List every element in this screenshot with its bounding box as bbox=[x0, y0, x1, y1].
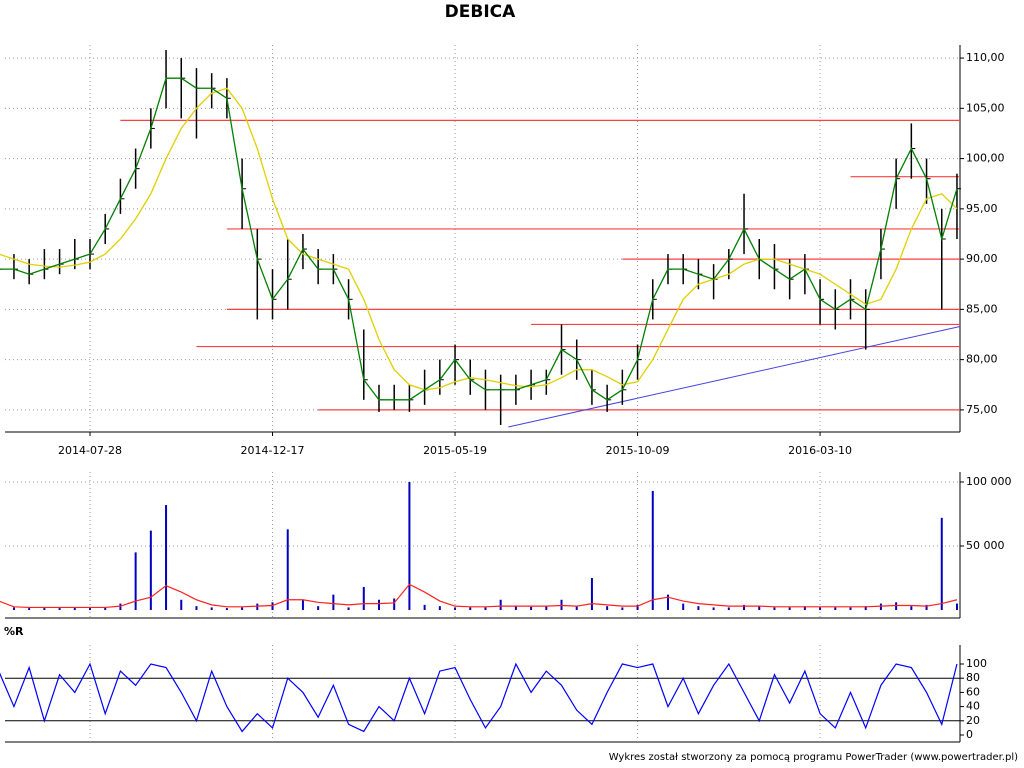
y-tick-label: 20 bbox=[966, 714, 980, 727]
volume-bar bbox=[180, 599, 183, 610]
volume-bar bbox=[484, 607, 487, 610]
volume-bar bbox=[317, 606, 320, 610]
volume-bar bbox=[271, 602, 274, 610]
volume-bar bbox=[819, 607, 822, 610]
volume-bar bbox=[590, 577, 593, 610]
volume-bar bbox=[408, 481, 411, 610]
y-tick-label: 50 000 bbox=[966, 539, 1005, 552]
volume-bar bbox=[241, 607, 244, 610]
y-tick-label: 100 000 bbox=[966, 475, 1012, 488]
volume-bar bbox=[454, 607, 457, 610]
volume-bar bbox=[530, 606, 533, 610]
volume-bar bbox=[758, 606, 761, 610]
volume-bar bbox=[89, 608, 91, 610]
volume-bar bbox=[666, 594, 669, 610]
y-tick-label: 90,00 bbox=[966, 252, 998, 265]
volume-average bbox=[0, 583, 958, 609]
volume-bar bbox=[849, 607, 852, 610]
volume-bar bbox=[28, 608, 31, 610]
volume-bar bbox=[940, 517, 943, 610]
volume-bar bbox=[743, 604, 746, 610]
volume-bar bbox=[286, 529, 289, 610]
volume-bar bbox=[895, 602, 898, 610]
volume-bar bbox=[545, 606, 548, 610]
indicator-title: %R bbox=[4, 625, 24, 638]
volume-bar bbox=[697, 606, 700, 610]
y-tick-label: 75,00 bbox=[966, 403, 998, 416]
volume-bar bbox=[955, 603, 958, 610]
volume-bar bbox=[104, 607, 107, 610]
volume-bar bbox=[73, 607, 76, 610]
volume-bar bbox=[575, 606, 578, 610]
y-tick-label: 60 bbox=[966, 685, 980, 698]
close-line bbox=[0, 77, 958, 401]
x-tick-label: 2015-05-19 bbox=[423, 444, 487, 457]
volume-bar bbox=[834, 607, 837, 610]
volume-bar bbox=[210, 607, 213, 610]
volume-bar bbox=[256, 603, 259, 610]
volume-bar bbox=[43, 608, 46, 610]
volume-bar bbox=[712, 607, 715, 610]
y-tick-label: 40 bbox=[966, 700, 980, 713]
y-tick-label: 110,00 bbox=[966, 51, 1005, 64]
x-tick-label: 2016-03-10 bbox=[788, 444, 852, 457]
volume-bar bbox=[651, 490, 654, 610]
moving-average bbox=[0, 87, 958, 391]
volume-bar bbox=[362, 586, 365, 610]
volume-bar bbox=[134, 552, 137, 610]
volume-bar bbox=[393, 598, 396, 610]
volume-bar bbox=[469, 607, 472, 610]
volume-bar bbox=[727, 607, 730, 610]
volume-bar bbox=[347, 607, 350, 610]
volume-bar bbox=[423, 604, 426, 610]
volume-bar bbox=[925, 604, 928, 610]
volume-bar bbox=[301, 599, 304, 610]
volume-bar bbox=[58, 608, 61, 610]
y-tick-label: 80,00 bbox=[966, 353, 998, 366]
volume-bar bbox=[910, 606, 913, 610]
volume-bar bbox=[377, 599, 380, 610]
y-tick-label: 100 bbox=[966, 657, 987, 670]
y-tick-label: 95,00 bbox=[966, 202, 998, 215]
volume-bar bbox=[119, 603, 122, 610]
volume-bar bbox=[514, 606, 517, 610]
volume-bar bbox=[788, 607, 791, 610]
volume-bar bbox=[606, 606, 609, 610]
volume-bar bbox=[682, 603, 685, 610]
volume-bar bbox=[12, 607, 15, 610]
volume-bar bbox=[332, 594, 335, 610]
volume-bar bbox=[560, 599, 563, 610]
x-tick-label: 2014-12-17 bbox=[241, 444, 305, 457]
volume-bar bbox=[773, 607, 776, 610]
x-tick-label: 2014-07-28 bbox=[58, 444, 122, 457]
x-tick-label: 2015-10-09 bbox=[606, 444, 670, 457]
indicator-line bbox=[0, 662, 958, 733]
y-tick-label: 85,00 bbox=[966, 302, 998, 315]
chart-title: DEBICA bbox=[445, 2, 516, 22]
volume-bar bbox=[621, 607, 624, 610]
volume-bar bbox=[165, 505, 168, 610]
volume-bar bbox=[499, 599, 502, 610]
volume-bar bbox=[879, 603, 882, 610]
y-tick-label: 80 bbox=[966, 671, 980, 684]
volume-bar bbox=[149, 530, 152, 610]
volume-bar bbox=[803, 606, 806, 610]
trend-line bbox=[508, 325, 961, 428]
volume-bar bbox=[864, 606, 867, 610]
y-tick-label: 0 bbox=[966, 728, 973, 741]
volume-bar bbox=[438, 606, 441, 610]
volume-bar bbox=[225, 608, 228, 610]
y-tick-label: 100,00 bbox=[966, 152, 1005, 165]
volume-bar bbox=[195, 606, 198, 610]
footer: Wykres został stworzony za pomocą progra… bbox=[609, 752, 1018, 763]
y-tick-label: 105,00 bbox=[966, 101, 1005, 114]
volume-bar bbox=[636, 604, 639, 610]
